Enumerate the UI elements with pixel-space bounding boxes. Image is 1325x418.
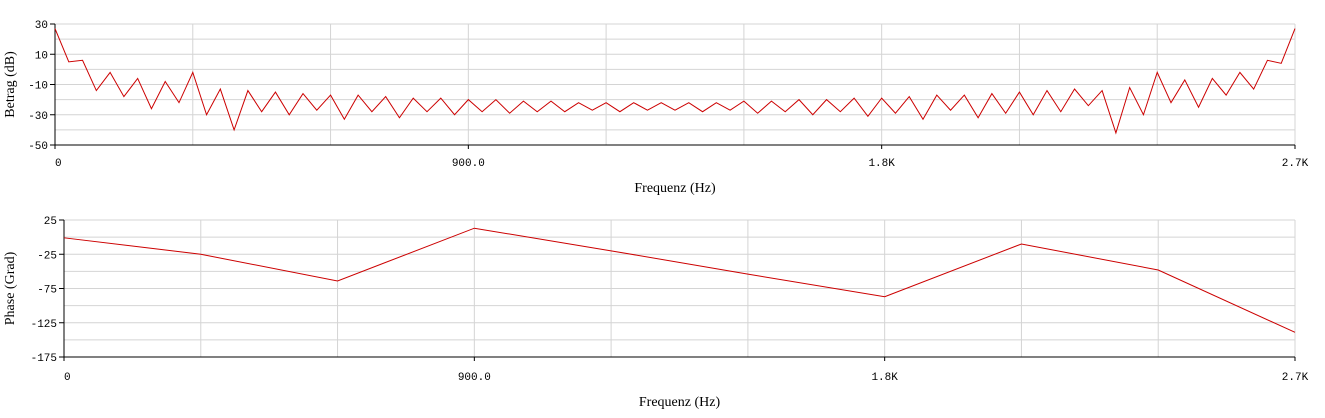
y-tick-label: 30 xyxy=(35,20,48,32)
x-axis-title: Frequenz (Hz) xyxy=(639,395,721,410)
y-axis-title: Phase (Grad) xyxy=(3,251,18,325)
y-tick-label: -125 xyxy=(31,319,57,331)
x-tick-label: 0 xyxy=(64,372,71,384)
data-line xyxy=(54,28,1296,135)
y-tick-label: -25 xyxy=(37,250,57,262)
x-tick-label: 2.7K xyxy=(1282,158,1309,170)
x-axis-title: Frequenz (Hz) xyxy=(634,181,716,196)
x-tick-label: 0 xyxy=(55,158,62,170)
data-line xyxy=(63,227,1296,333)
y-tick-label: 25 xyxy=(44,216,57,228)
y-tick-label: -10 xyxy=(28,81,48,93)
x-tick-label: 1.8K xyxy=(871,372,898,384)
y-tick-label: -50 xyxy=(28,141,48,153)
x-tick-label: 2.7K xyxy=(1282,372,1309,384)
y-tick-label: -75 xyxy=(37,285,57,297)
y-axis-title: Betrag (dB) xyxy=(3,51,18,118)
x-tick-label: 900.0 xyxy=(458,372,491,384)
x-tick-label: 900.0 xyxy=(452,158,485,170)
x-tick-label: 1.8K xyxy=(868,158,895,170)
y-tick-label: -30 xyxy=(28,111,48,123)
y-tick-label: -175 xyxy=(31,353,57,365)
y-tick-label: 10 xyxy=(35,50,48,62)
